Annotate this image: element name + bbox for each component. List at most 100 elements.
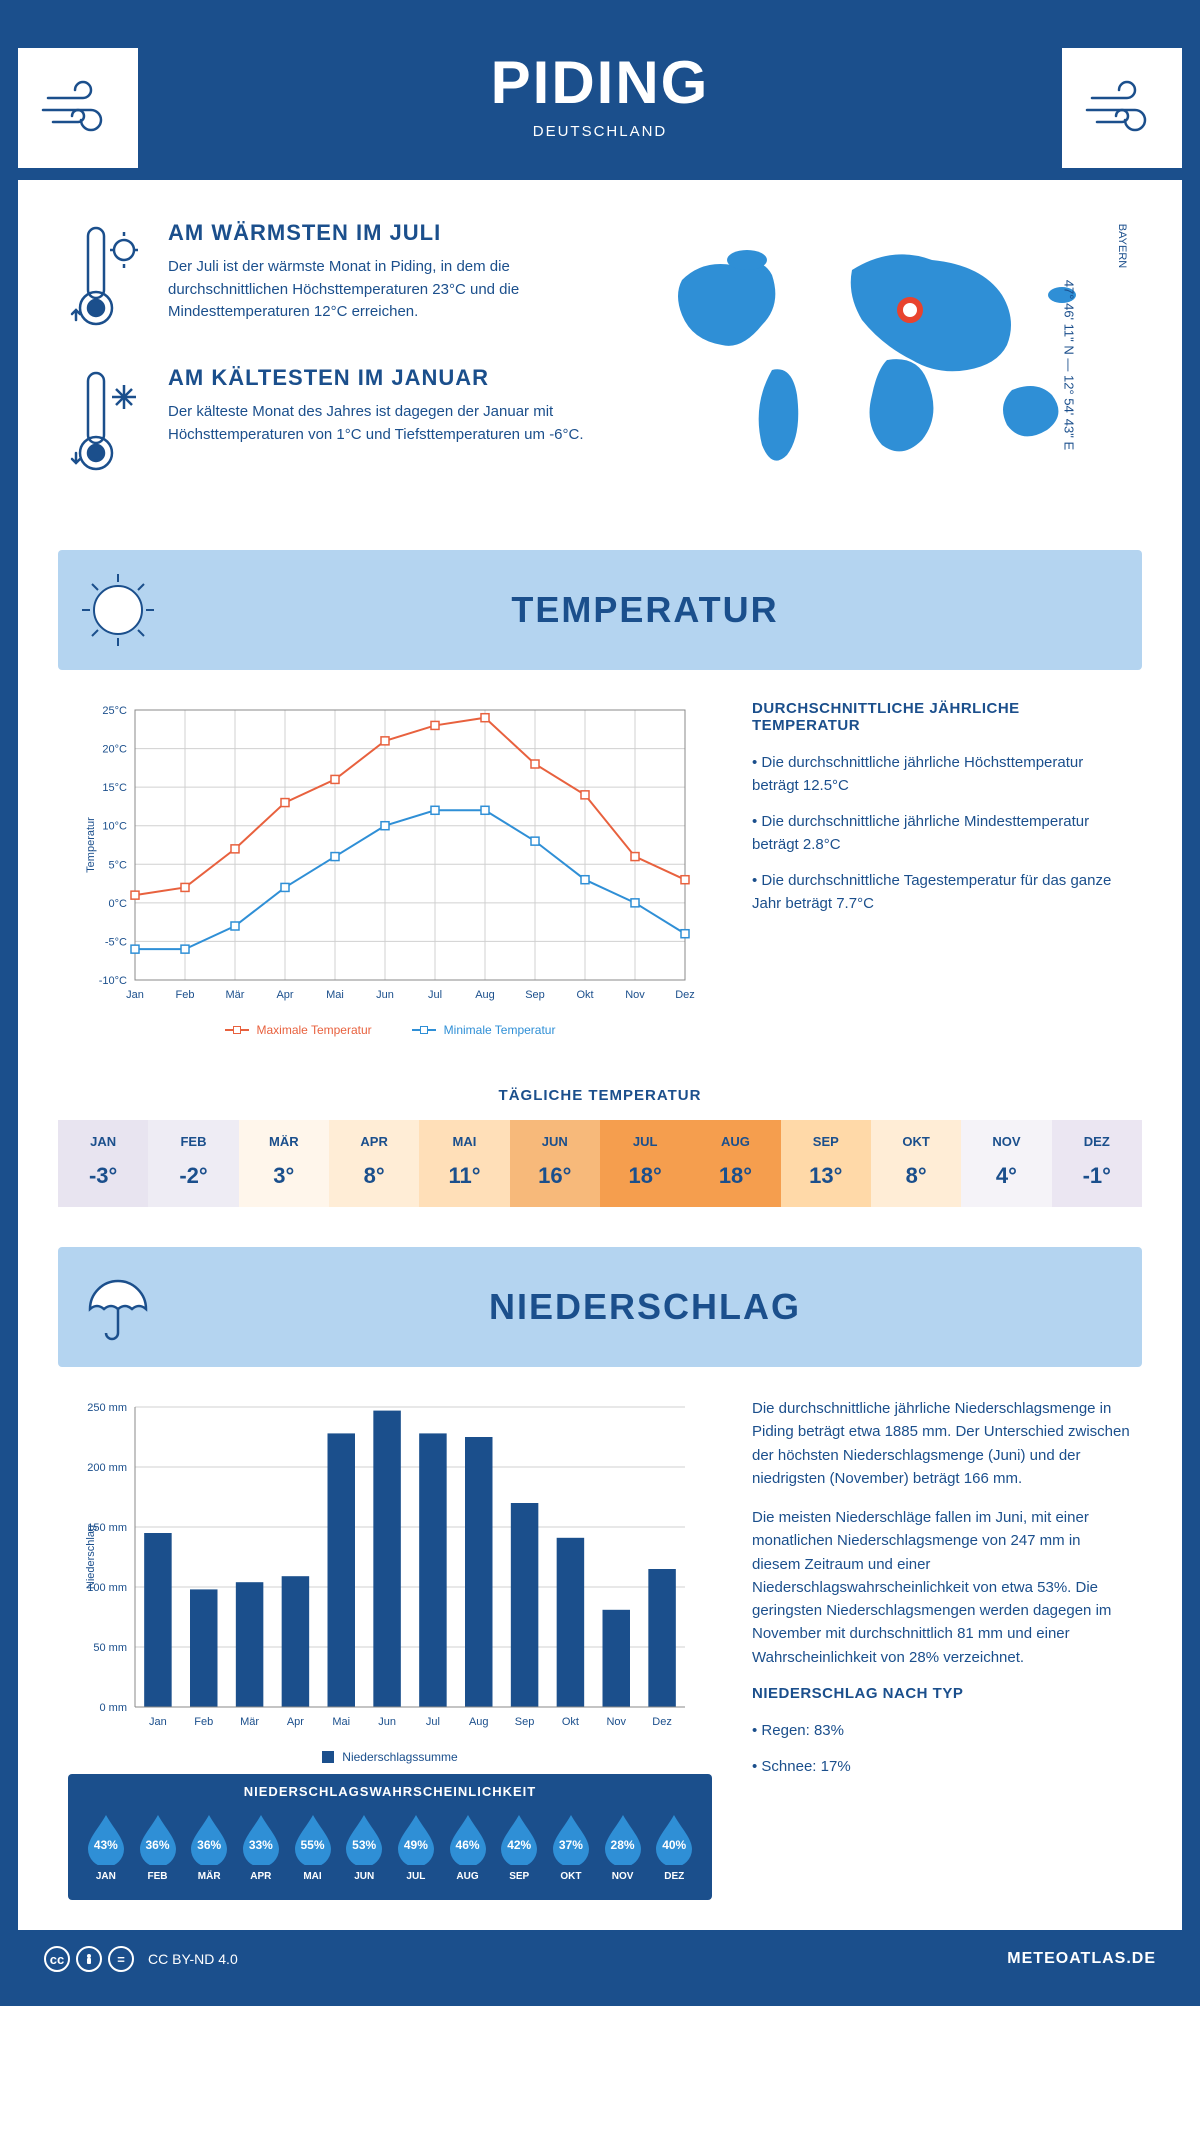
country-label: DEUTSCHLAND — [38, 123, 1162, 140]
page-header: PIDING DEUTSCHLAND — [18, 18, 1182, 180]
wind-icon — [1062, 48, 1182, 168]
precip-drop: 28%NOV — [599, 1811, 647, 1882]
daily-temp-cell: MAI11° — [419, 1120, 509, 1207]
precipitation-heading: NIEDERSCHLAG — [178, 1286, 1112, 1328]
cc-nd-icon: = — [108, 1946, 134, 1972]
precip-drop: 53%JUN — [340, 1811, 388, 1882]
svg-text:Mai: Mai — [326, 989, 344, 1001]
svg-text:Temperatur: Temperatur — [85, 817, 97, 873]
temperature-banner: TEMPERATUR — [58, 550, 1142, 670]
svg-text:-10°C: -10°C — [99, 975, 127, 987]
warmest-text: Der Juli ist der wärmste Monat in Piding… — [168, 256, 622, 324]
thermometer-cold-icon — [68, 365, 148, 480]
thermometer-hot-icon — [68, 220, 148, 335]
svg-text:Apr: Apr — [287, 1716, 304, 1728]
svg-text:Sep: Sep — [515, 1716, 535, 1728]
daily-temp-grid: JAN-3°FEB-2°MÄR3°APR8°MAI11°JUN16°JUL18°… — [58, 1120, 1142, 1207]
svg-text:Jun: Jun — [378, 1716, 396, 1728]
svg-text:Niederschlag: Niederschlag — [85, 1525, 97, 1589]
legend-min-label: Minimale Temperatur — [444, 1023, 556, 1037]
precip-drop: 37%OKT — [547, 1811, 595, 1882]
temperature-heading: TEMPERATUR — [178, 589, 1112, 631]
svg-text:Jun: Jun — [376, 989, 394, 1001]
license-text: CC BY-ND 4.0 — [148, 1951, 238, 1967]
daily-temp-cell: MÄR3° — [239, 1120, 329, 1207]
precipitation-banner: NIEDERSCHLAG — [58, 1247, 1142, 1367]
svg-text:Feb: Feb — [176, 989, 195, 1001]
temp-legend: Maximale Temperatur Minimale Temperatur — [68, 1023, 712, 1037]
daily-temp-cell: AUG18° — [690, 1120, 780, 1207]
daily-temp-cell: JUN16° — [510, 1120, 600, 1207]
coldest-fact: AM KÄLTESTEN IM JANUAR Der kälteste Mona… — [68, 365, 622, 480]
precip-prob-title: NIEDERSCHLAGSWAHRSCHEINLICHKEIT — [82, 1784, 698, 1799]
coldest-title: AM KÄLTESTEN IM JANUAR — [168, 365, 622, 391]
temp-bullet: • Die durchschnittliche Tagestemperatur … — [752, 870, 1132, 915]
svg-text:Jan: Jan — [149, 1716, 167, 1728]
cc-icon: cc — [44, 1946, 70, 1972]
legend-max-label: Maximale Temperatur — [257, 1023, 372, 1037]
precip-drop: 55%MAI — [289, 1811, 337, 1882]
precip-drop: 43%JAN — [82, 1811, 130, 1882]
svg-text:Mär: Mär — [240, 1716, 259, 1728]
world-map: BAYERN 47° 46' 11" N — 12° 54' 43" E — [652, 220, 1132, 510]
temperature-info: DURCHSCHNITTLICHE JÄHRLICHE TEMPERATUR •… — [752, 700, 1132, 1037]
precip-drop: 40%DEZ — [650, 1811, 698, 1882]
site-name: METEOATLAS.DE — [1007, 1950, 1156, 1968]
precip-rain: Regen: 83% — [761, 1722, 844, 1739]
svg-text:0°C: 0°C — [109, 898, 128, 910]
temp-bullet: • Die durchschnittliche jährliche Höchst… — [752, 752, 1132, 797]
precip-para1: Die durchschnittliche jährliche Niedersc… — [752, 1397, 1132, 1490]
warmest-fact: AM WÄRMSTEN IM JULI Der Juli ist der wär… — [68, 220, 622, 335]
svg-text:Mär: Mär — [226, 989, 245, 1001]
svg-text:Feb: Feb — [194, 1716, 213, 1728]
svg-text:Apr: Apr — [276, 989, 293, 1001]
svg-text:Dez: Dez — [652, 1716, 672, 1728]
svg-text:0 mm: 0 mm — [100, 1702, 128, 1714]
precip-drop: 49%JUL — [392, 1811, 440, 1882]
daily-temp-cell: NOV4° — [961, 1120, 1051, 1207]
daily-temp-cell: SEP13° — [781, 1120, 871, 1207]
svg-text:20°C: 20°C — [102, 744, 127, 756]
precipitation-info: Die durchschnittliche jährliche Niedersc… — [752, 1397, 1132, 1900]
daily-temp-cell: DEZ-1° — [1052, 1120, 1142, 1207]
warmest-title: AM WÄRMSTEN IM JULI — [168, 220, 622, 246]
city-title: PIDING — [38, 48, 1162, 117]
precip-legend: Niederschlagssumme — [68, 1750, 712, 1764]
svg-text:50 mm: 50 mm — [93, 1642, 127, 1654]
precip-drop: 46%AUG — [444, 1811, 492, 1882]
page-footer: cc = CC BY-ND 4.0 METEOATLAS.DE — [18, 1930, 1182, 1988]
precip-type-heading: NIEDERSCHLAG NACH TYP — [752, 1685, 1132, 1702]
svg-text:Aug: Aug — [475, 989, 495, 1001]
svg-text:Okt: Okt — [576, 989, 593, 1001]
svg-text:Nov: Nov — [606, 1716, 626, 1728]
cc-by-icon — [76, 1946, 102, 1972]
daily-temp-cell: JUL18° — [600, 1120, 690, 1207]
svg-text:Jul: Jul — [428, 989, 442, 1001]
precip-drop: 33%APR — [237, 1811, 285, 1882]
daily-temp-cell: APR8° — [329, 1120, 419, 1207]
precip-drop: 36%FEB — [134, 1811, 182, 1882]
svg-text:Jul: Jul — [426, 1716, 440, 1728]
svg-text:Aug: Aug — [469, 1716, 489, 1728]
region-label: BAYERN — [1116, 224, 1128, 268]
temp-info-heading: DURCHSCHNITTLICHE JÄHRLICHE TEMPERATUR — [752, 700, 1132, 734]
svg-text:Jan: Jan — [126, 989, 144, 1001]
sun-icon — [78, 570, 158, 650]
precip-probability-panel: NIEDERSCHLAGSWAHRSCHEINLICHKEIT 43%JAN36… — [68, 1774, 712, 1900]
svg-text:Okt: Okt — [562, 1716, 579, 1728]
precip-para2: Die meisten Niederschläge fallen im Juni… — [752, 1506, 1132, 1669]
svg-text:-5°C: -5°C — [105, 936, 127, 948]
svg-text:Dez: Dez — [675, 989, 695, 1001]
svg-text:200 mm: 200 mm — [87, 1462, 127, 1474]
temperature-line-chart: -10°C-5°C0°C5°C10°C15°C20°C25°CJanFebMär… — [68, 700, 712, 1010]
umbrella-icon — [78, 1267, 158, 1347]
precip-drop: 42%SEP — [495, 1811, 543, 1882]
temp-bullet: • Die durchschnittliche jährliche Mindes… — [752, 811, 1132, 856]
legend-precip-label: Niederschlagssumme — [342, 1750, 457, 1764]
daily-temp-cell: FEB-2° — [148, 1120, 238, 1207]
precip-drop: 36%MÄR — [185, 1811, 233, 1882]
daily-temp-cell: OKT8° — [871, 1120, 961, 1207]
precipitation-bar-chart: 0 mm50 mm100 mm150 mm200 mm250 mmJanFebM… — [68, 1397, 712, 1737]
svg-text:25°C: 25°C — [102, 705, 127, 717]
svg-text:5°C: 5°C — [109, 859, 128, 871]
